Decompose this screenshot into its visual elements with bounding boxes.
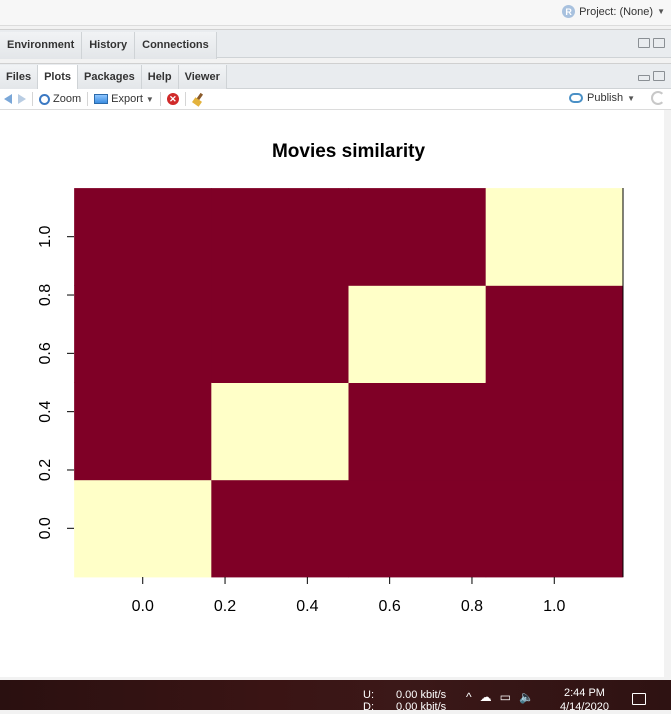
maximize-pane-icon[interactable] — [653, 38, 665, 48]
x-tick-label: 0.0 — [132, 598, 154, 615]
x-tick-label: 0.6 — [379, 598, 401, 615]
system-tray: ^ ☁ ▭ 🔈 — [466, 690, 534, 704]
zoom-button[interactable]: Zoom — [39, 93, 81, 105]
net-up-label: U: — [363, 689, 374, 701]
heatmap-cell — [74, 479, 212, 578]
network-monitor: U: 0.00 kbit/s D: 0.00 kbit/s — [363, 689, 446, 713]
y-tick-label: 0.4 — [37, 400, 54, 422]
heatmap-cell — [74, 285, 212, 383]
heatmap-cell — [74, 382, 212, 481]
net-down-value: 0.00 kbit/s — [396, 701, 447, 713]
y-tick-label: 1.0 — [37, 225, 54, 247]
project-menu[interactable]: R Project: (None) ▼ — [562, 5, 665, 18]
r-project-icon: R — [562, 5, 576, 18]
project-label: Project: (None) — [579, 5, 654, 18]
net-down-label: D: — [363, 701, 374, 713]
environment-pane-header: Environment History Connections — [0, 29, 671, 59]
tab-help[interactable]: Help — [141, 65, 179, 90]
heatmap-cell — [485, 479, 624, 578]
heatmap-cell — [485, 382, 624, 481]
minimize-pane-icon[interactable] — [638, 75, 650, 81]
toolbar-divider — [87, 92, 89, 106]
heatmap-cell — [211, 285, 349, 383]
back-arrow-icon[interactable] — [4, 94, 12, 104]
chart-title: Movies similarity — [272, 141, 426, 162]
notification-icon[interactable] — [632, 693, 646, 705]
heatmap-cell — [211, 188, 349, 286]
x-tick-label: 0.8 — [461, 598, 483, 615]
heatmap-cell — [348, 479, 487, 578]
zoom-label: Zoom — [53, 93, 82, 105]
files-pane-header: Files Plots Packages Help Viewer — [0, 63, 671, 90]
x-tick-label: 0.4 — [296, 598, 318, 615]
top-toolbar: R Project: (None) ▼ — [0, 0, 671, 26]
windows-taskbar: U: 0.00 kbit/s D: 0.00 kbit/s ^ ☁ ▭ 🔈 2:… — [0, 680, 671, 713]
heatmap-cell — [348, 382, 487, 481]
clear-all-brush-icon[interactable] — [192, 93, 206, 106]
heatmap-cell — [348, 285, 487, 383]
tab-viewer[interactable]: Viewer — [178, 65, 227, 90]
heatmap-cell — [74, 188, 212, 286]
tab-files[interactable]: Files — [0, 65, 39, 90]
x-tick-label: 0.2 — [214, 598, 236, 615]
publish-icon — [569, 93, 583, 103]
y-tick-label: 0.0 — [37, 517, 54, 539]
x-tick-label: 1.0 — [543, 598, 565, 615]
volume-icon[interactable]: 🔈 — [518, 690, 534, 704]
y-tick-label: 0.8 — [37, 284, 54, 306]
net-up-value: 0.00 kbit/s — [396, 689, 447, 701]
tab-packages[interactable]: Packages — [77, 65, 142, 90]
heatmap-chart: Movies similarity 0.0 0.2 0.4 0.6 0.8 1.0 0.0 0.… — [37, 141, 624, 615]
chevron-up-icon[interactable]: ^ — [466, 690, 472, 704]
restore-pane-icon[interactable] — [638, 38, 650, 48]
tab-plots[interactable]: Plots — [38, 65, 78, 90]
plots-toolbar: Zoom Export ▼ ✕ Publish ▼ — [0, 89, 671, 110]
refresh-icon[interactable] — [651, 91, 665, 105]
heatmap-cell — [348, 188, 487, 286]
tab-connections[interactable]: Connections — [135, 32, 217, 59]
zoom-icon — [39, 93, 50, 105]
tab-environment[interactable]: Environment — [0, 32, 83, 59]
y-tick-label: 0.6 — [37, 342, 54, 364]
restore-pane-icon[interactable] — [653, 71, 665, 81]
heatmap-cell — [485, 285, 624, 383]
onedrive-cloud-icon[interactable]: ☁ — [479, 690, 492, 704]
export-button[interactable]: Export ▼ — [94, 93, 154, 105]
toolbar-divider — [159, 92, 161, 106]
chevron-down-icon: ▼ — [657, 7, 665, 16]
export-icon — [94, 94, 109, 104]
publish-button[interactable]: Publish ▼ — [569, 92, 635, 104]
plot-viewer: Movies similarity 0.0 0.2 0.4 0.6 0.8 1.0 0.0 0.… — [0, 110, 664, 677]
heatmap-cell — [485, 188, 624, 286]
forward-arrow-icon[interactable] — [18, 94, 26, 104]
chevron-down-icon: ▼ — [145, 94, 154, 104]
clock-date: 4/14/2020 — [560, 701, 609, 713]
remove-plot-icon[interactable]: ✕ — [166, 93, 179, 105]
toolbar-divider — [184, 92, 186, 106]
y-tick-label: 0.2 — [37, 459, 54, 481]
clock-time: 2:44 PM — [563, 687, 605, 699]
scrollbar[interactable] — [664, 110, 671, 677]
toolbar-divider — [32, 92, 33, 106]
chevron-down-icon: ▼ — [627, 93, 635, 103]
tab-history[interactable]: History — [82, 32, 136, 59]
heatmap-cell — [211, 382, 349, 481]
export-label: Export — [111, 93, 143, 105]
battery-icon[interactable]: ▭ — [499, 690, 511, 704]
heatmap-cell — [211, 479, 349, 578]
publish-label: Publish — [587, 92, 624, 104]
